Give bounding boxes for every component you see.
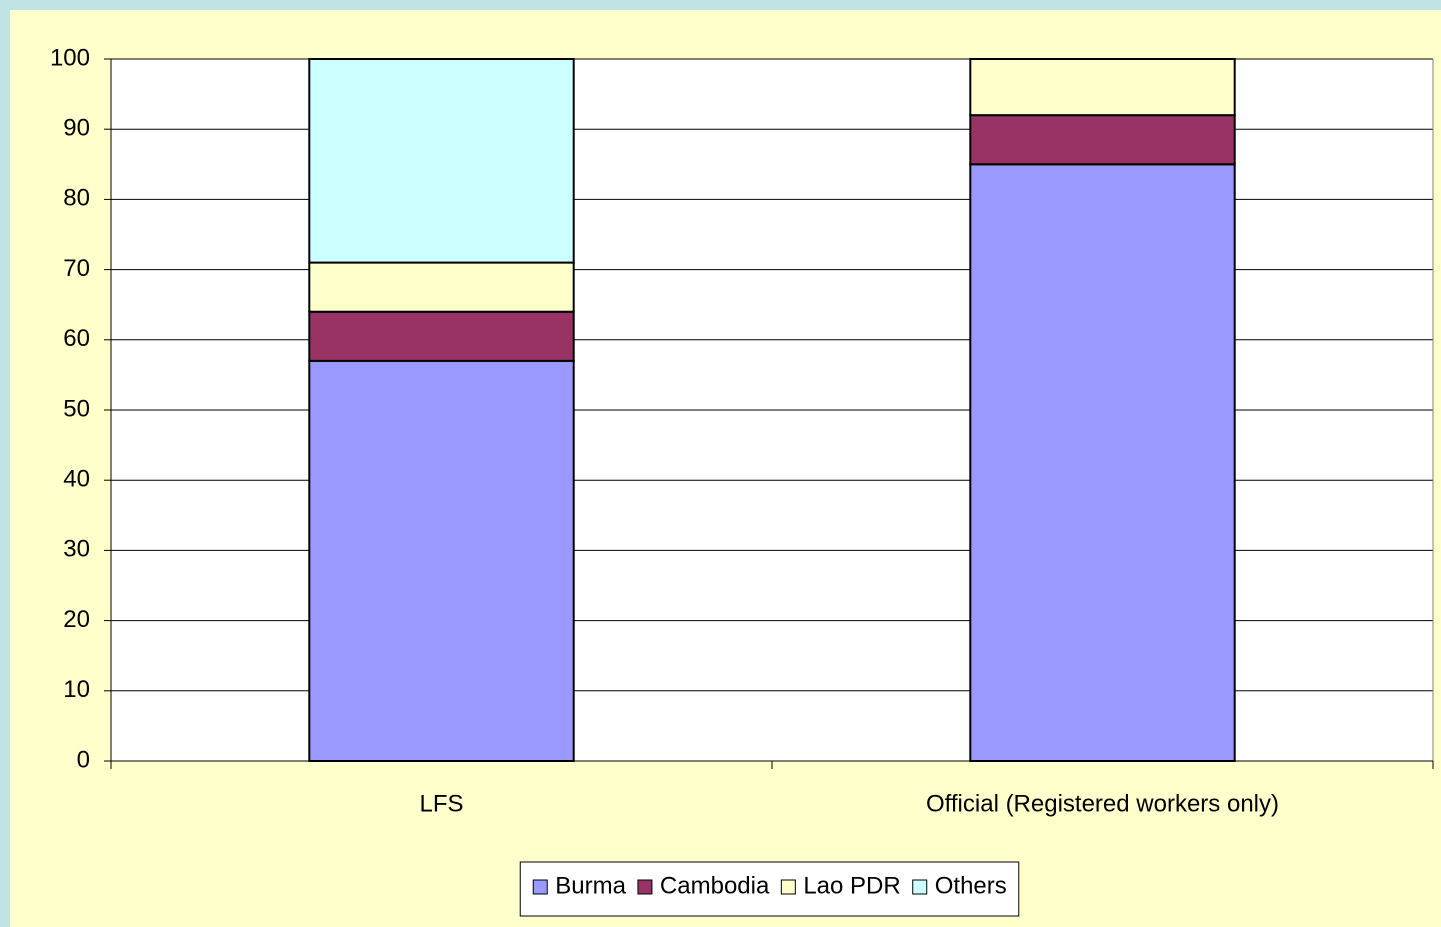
legend-swatch (780, 879, 796, 895)
legend-box (519, 861, 1020, 917)
y-tick-label: 60 (63, 325, 90, 352)
bar-segment (308, 261, 575, 313)
bar-segment (308, 359, 575, 762)
legend-label: Cambodia (660, 872, 770, 899)
y-tick-label: 100 (50, 44, 90, 71)
legend: Burma Cambodia Lao PDR Others (519, 861, 1020, 917)
y-tick-label: 80 (63, 185, 90, 212)
bar-segment (969, 163, 1236, 763)
y-tick-label: 40 (63, 466, 90, 493)
bar-segment (969, 114, 1236, 166)
legend-swatch (532, 879, 548, 895)
legend-label: Others (935, 872, 1007, 899)
legend-swatch (637, 879, 653, 895)
x-tick-label: Official (Registered workers only) (926, 790, 1279, 817)
y-tick-label: 30 (63, 536, 90, 563)
y-tick-label: 20 (63, 606, 90, 633)
y-tick-label: 0 (77, 746, 90, 773)
y-tick-label: 70 (63, 255, 90, 282)
bar-segment (308, 310, 575, 362)
y-tick-label: 10 (63, 676, 90, 703)
bar-segment (308, 58, 575, 264)
legend-label: Lao PDR (803, 872, 900, 899)
legend-label: Burma (555, 872, 626, 899)
legend-swatch (912, 879, 928, 895)
x-tick-label: LFS (419, 790, 463, 817)
y-tick-label: 50 (63, 395, 90, 422)
bar-segment (969, 58, 1236, 117)
y-tick-label: 90 (63, 115, 90, 142)
